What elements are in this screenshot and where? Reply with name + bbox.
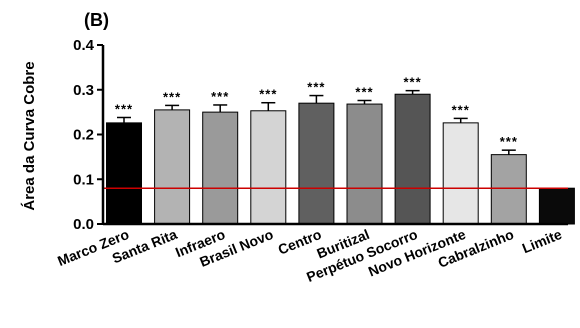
y-axis-label: Área da Curva Cobre [21,61,38,210]
bar-7 [394,93,431,225]
bar-9 [490,154,527,225]
significance-label: *** [211,89,229,104]
bar-4 [250,110,287,225]
bar-3 [202,111,239,225]
bar-6 [346,103,383,225]
significance-label: *** [259,87,277,102]
y-tick-label: 0.0 [73,216,94,233]
bar-10 [538,187,575,225]
bar-5 [298,102,335,225]
significance-label: *** [500,134,518,149]
bar-8 [442,122,479,225]
bar-2 [154,109,191,225]
x-tick-label: Limite [520,226,564,256]
significance-label: *** [115,101,133,116]
y-tick-label: 0.1 [73,171,94,188]
y-tick-label: 0.2 [73,127,94,144]
significance-label: *** [452,102,470,117]
significance-label: *** [404,75,422,90]
plot-area: 0.00.10.20.30.4***Marco Zero***Santa Rit… [55,37,575,285]
y-tick-label: 0.3 [73,82,94,99]
bar-1 [106,122,142,225]
significance-label: *** [307,80,325,95]
significance-label: *** [355,84,373,99]
significance-label: *** [163,89,181,104]
panel-label: (B) [84,10,109,30]
y-tick-label: 0.4 [73,37,95,54]
